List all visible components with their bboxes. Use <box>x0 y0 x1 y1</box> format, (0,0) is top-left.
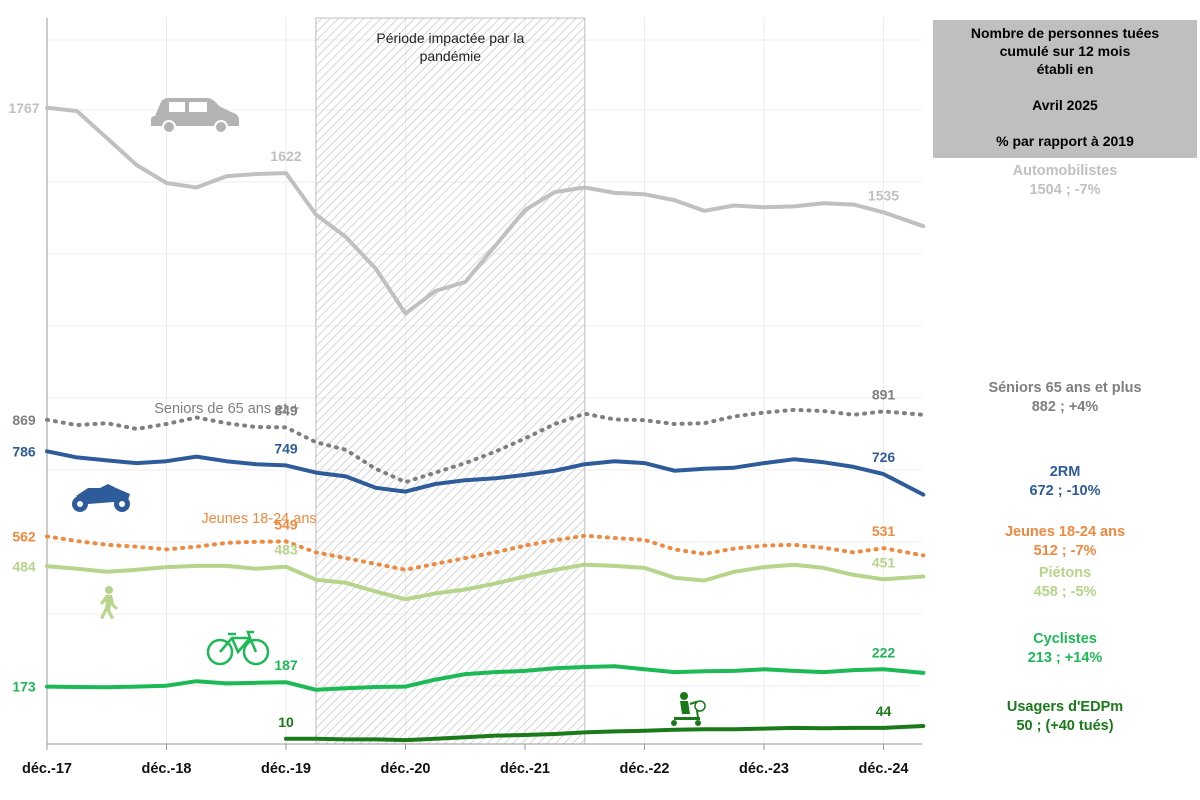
data-label: 44 <box>876 703 892 719</box>
data-label: 222 <box>872 644 896 660</box>
bicycle-icon <box>206 630 270 666</box>
data-label: 10 <box>278 714 294 730</box>
legend-value: 512 ; -7% <box>1033 543 1097 559</box>
data-label: 484 <box>12 558 36 574</box>
data-label: 786 <box>12 443 36 459</box>
series-line <box>284 724 926 743</box>
motorcycle-icon <box>72 484 130 512</box>
legend-name: Usagers d'EDPm <box>1006 699 1124 715</box>
x-axis-ticks: déc.-17 déc.-18 déc.-19 déc.-20 déc.-21 déc.-… <box>22 744 908 777</box>
series-line <box>45 105 926 316</box>
pedestrian-icon <box>100 586 118 619</box>
info-line-1: Nombre de personnes tuées <box>970 25 1160 41</box>
info-line-6 <box>933 114 1197 132</box>
legend-jeunes: Jeunes 18-24 ans 512 ; -7% <box>933 523 1197 561</box>
data-label: 1767 <box>8 100 39 116</box>
legend-name: Jeunes 18-24 ans <box>1004 524 1126 540</box>
data-label: 187 <box>274 657 298 673</box>
x-tick-label: déc.-22 <box>620 761 670 777</box>
scooter-icon <box>671 692 706 726</box>
info-box: Nombre de personnes tuées cumulé sur 12 … <box>933 20 1197 158</box>
data-label: 483 <box>274 542 298 558</box>
x-tick-label: déc.-24 <box>859 761 909 777</box>
data-label: 1622 <box>270 148 301 164</box>
x-tick-label: déc.-19 <box>261 761 311 777</box>
legend-name: Cyclistes <box>1033 631 1097 647</box>
info-line-3: établi en <box>1036 61 1094 77</box>
series-layer <box>45 105 926 743</box>
data-label: 549 <box>274 516 298 532</box>
legend-value: 458 ; -5% <box>1033 584 1097 600</box>
legend-edpm: Usagers d'EDPm 50 ; (+40 tués) <box>933 698 1197 736</box>
series-line <box>45 533 926 572</box>
x-tick-label: déc.-17 <box>22 761 72 777</box>
legend-value: 213 ; +14% <box>1027 650 1103 666</box>
series-line <box>45 407 926 485</box>
legend-2rm: 2RM 672 ; -10% <box>933 463 1197 501</box>
legend-value: 882 ; +4% <box>1031 399 1099 415</box>
info-line-7: % par rapport à 2019 <box>996 133 1134 149</box>
data-labels: 1767 1622 1535 869 849 891 786 749 726 562 549 531 4… <box>8 100 899 730</box>
legend-value: 50 ; (+40 tués) <box>1016 718 1114 734</box>
data-label: 726 <box>872 449 896 465</box>
legend-seniors: Séniors 65 ans et plus 882 ; +4% <box>933 379 1197 417</box>
legend-automobilistes: Automobilistes 1504 ; -7% <box>933 162 1197 200</box>
series-name-labels: Seniors de 65 ans et + Jeunes 18-24 ans <box>154 401 316 527</box>
legend-name: Automobilistes <box>1012 163 1118 179</box>
legend-name: 2RM <box>1049 464 1081 480</box>
legend-name: Séniors 65 ans et plus <box>988 380 1142 396</box>
series-name-label: Seniors de 65 ans et + <box>154 401 300 417</box>
data-label: 749 <box>274 440 298 456</box>
x-tick-label: déc.-23 <box>739 761 789 777</box>
series-line <box>45 664 926 692</box>
legend-value: 672 ; -10% <box>1029 483 1101 499</box>
data-label: 849 <box>274 402 298 418</box>
info-line-4 <box>933 78 1197 96</box>
x-tick-label: déc.-20 <box>381 761 431 777</box>
series-line <box>45 562 926 602</box>
data-label: 562 <box>12 528 36 544</box>
data-label: 531 <box>872 523 896 539</box>
series-line <box>45 449 926 497</box>
legend-value: 1504 ; -7% <box>1029 182 1101 198</box>
axes <box>46 18 922 745</box>
x-tick-label: déc.-18 <box>142 761 192 777</box>
legend-pietons: Piétons 458 ; -5% <box>933 564 1197 602</box>
data-label: 173 <box>12 679 36 695</box>
data-label: 891 <box>872 386 896 402</box>
info-line-2: cumulé sur 12 mois <box>999 43 1131 59</box>
legend-name: Piétons <box>1038 565 1092 581</box>
legend-cyclistes: Cyclistes 213 ; +14% <box>933 630 1197 668</box>
data-label: 1535 <box>868 187 899 203</box>
x-tick-label: déc.-21 <box>500 761 550 777</box>
info-line-5: Avril 2025 <box>1032 97 1098 113</box>
pandemic-shaded-area <box>315 17 586 745</box>
series-name-label: Jeunes 18-24 ans <box>201 511 316 527</box>
car-icon <box>151 98 239 134</box>
data-label: 451 <box>872 554 896 570</box>
data-label: 869 <box>12 412 36 428</box>
pandemic-label: Période impactée par la pandémie <box>376 30 524 64</box>
